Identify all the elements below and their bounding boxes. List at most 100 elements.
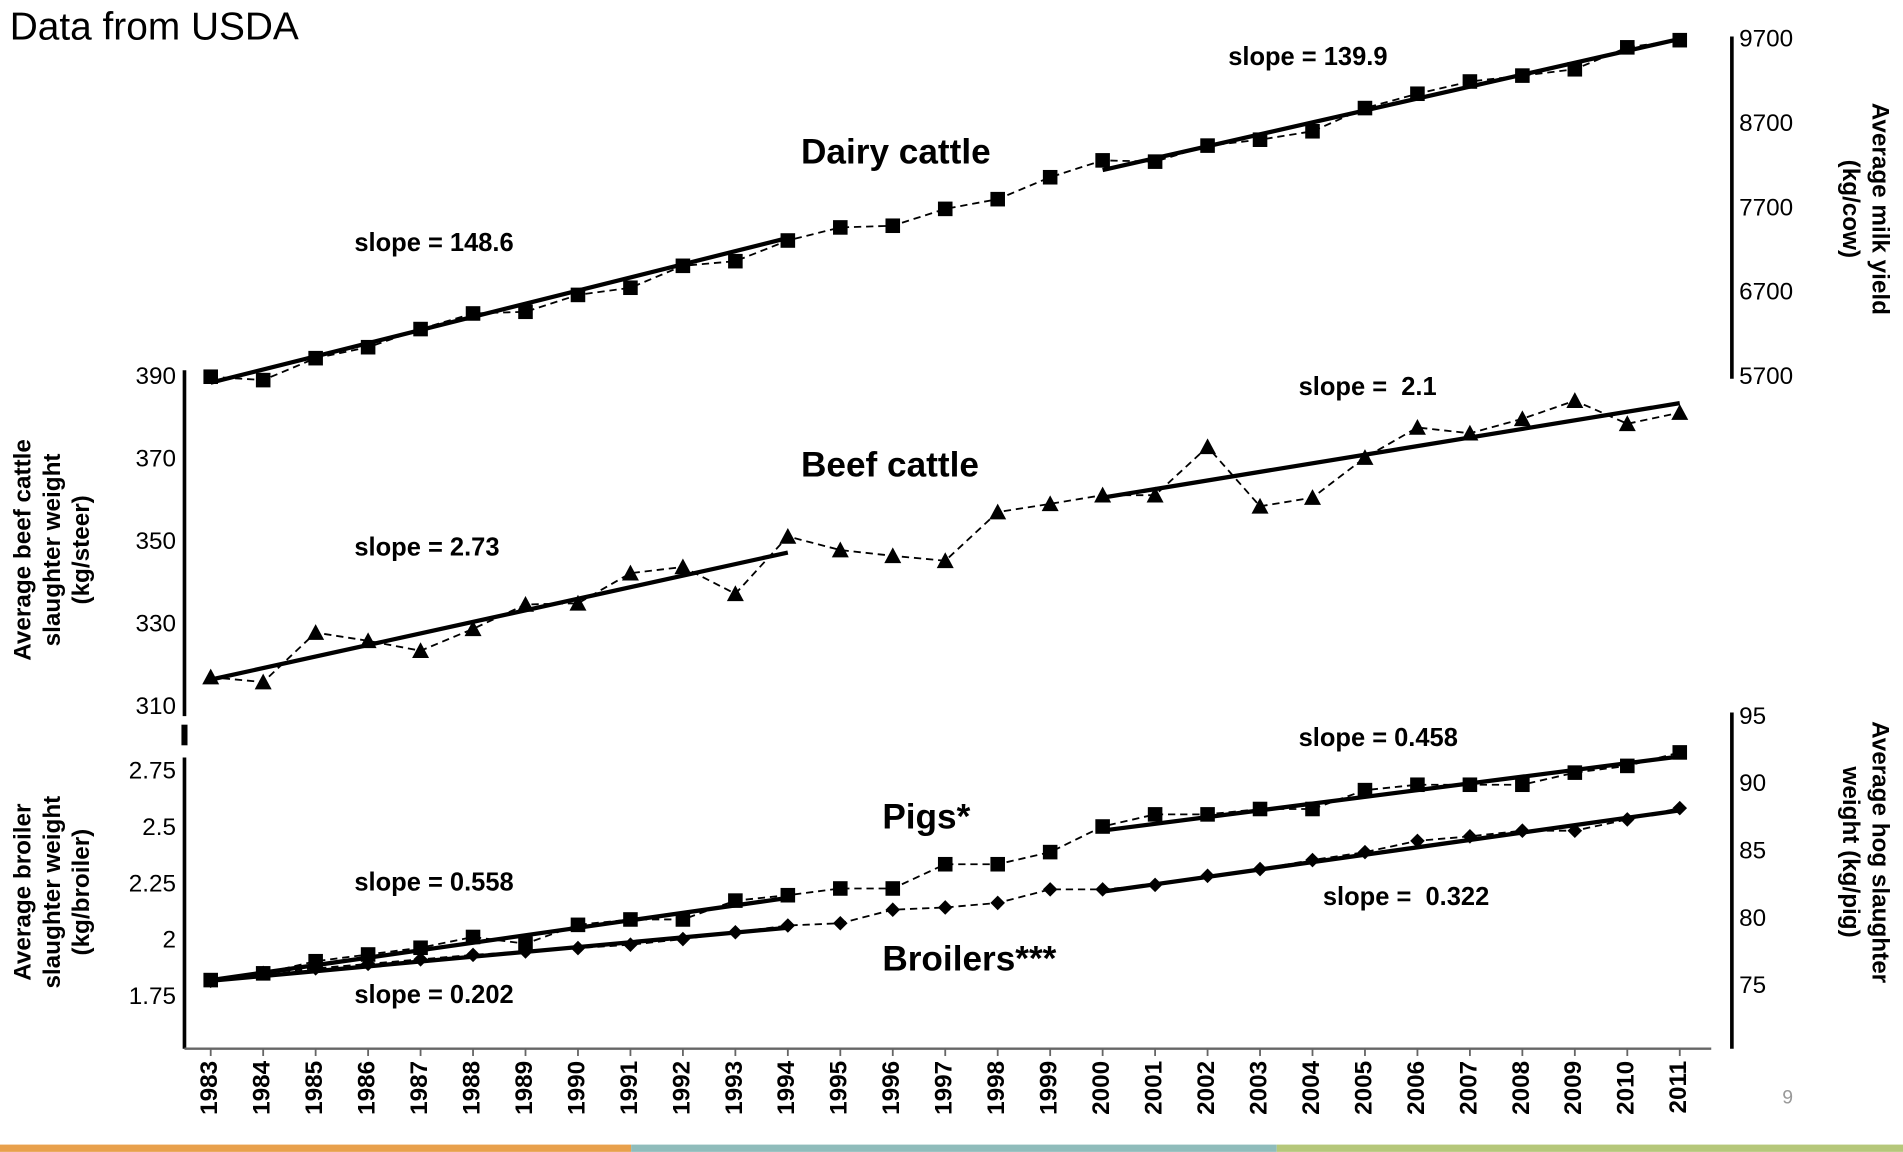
trend-line	[1102, 36, 1681, 173]
y-tick-label: 80	[1739, 905, 1766, 932]
y-tick-label: 9700	[1739, 26, 1793, 53]
y-tick-label: 2.25	[129, 870, 176, 897]
trend-line	[210, 925, 789, 983]
marker	[833, 915, 848, 931]
marker	[779, 527, 797, 544]
marker	[1618, 415, 1636, 432]
slope-label: slope = 0.322	[1323, 883, 1489, 911]
chart-3: 1.75 2 2.25 2.5 2.75 Average broiler slaughter…	[10, 757, 1688, 1010]
marker	[831, 541, 849, 558]
x-tick-label: 1984	[249, 1060, 276, 1114]
marker	[885, 218, 901, 234]
marker	[569, 594, 587, 611]
x-tick-label: 1994	[773, 1060, 800, 1114]
y-tick-label: 310	[135, 693, 176, 720]
y-axis-label: weight (kg/pig)	[1837, 766, 1864, 938]
y-tick-label: 7700	[1739, 194, 1793, 221]
marker	[1513, 410, 1531, 427]
page-number: 9	[1782, 1087, 1793, 1109]
marker	[937, 856, 953, 872]
marker	[726, 585, 744, 602]
y-axis-label: slaughter weight	[39, 796, 66, 989]
marker	[990, 191, 1005, 207]
y-axis-label: (kg/cow)	[1837, 160, 1864, 258]
marker	[518, 936, 533, 951]
marker	[1146, 486, 1164, 503]
marker	[1356, 449, 1374, 465]
x-tick-label: 2008	[1508, 1061, 1535, 1115]
x-tick-label: 1993	[721, 1061, 748, 1115]
marker	[833, 881, 848, 896]
y-tick-label: 1.75	[129, 983, 176, 1010]
y-tick-label: 75	[1739, 972, 1766, 999]
series-label: Dairy cattle	[801, 133, 991, 172]
series-label: Beef cattle	[801, 446, 979, 485]
marker	[674, 558, 692, 575]
y-tick-label: 95	[1739, 703, 1766, 730]
x-tick-label: 1983	[196, 1061, 223, 1115]
chart-1: 310 330 350 370 390 Average beef cattle slaugh…	[10, 363, 1689, 720]
footer-green	[1276, 1144, 1903, 1152]
y-tick-label: 6700	[1739, 279, 1793, 306]
footer-teal	[631, 1144, 1277, 1152]
marker	[1042, 882, 1058, 897]
marker	[885, 881, 901, 896]
y-axis-label: Average broiler	[10, 803, 37, 981]
x-tick-label: 1992	[668, 1061, 695, 1115]
axis-lines	[181, 36, 1734, 1050]
x-tick-label: 2007	[1455, 1061, 1482, 1115]
slope-label: slope = 0.202	[354, 981, 513, 1009]
slope-label: slope = 2.1	[1299, 373, 1437, 401]
slope-label: slope = 148.6	[354, 229, 513, 257]
trend-line	[1102, 808, 1681, 894]
y-tick-label: 85	[1739, 838, 1766, 865]
x-tick-label: 2010	[1613, 1061, 1640, 1115]
marker	[254, 673, 272, 690]
marker	[1095, 153, 1110, 168]
marker	[937, 900, 953, 915]
x-tick-label: 1987	[406, 1061, 433, 1115]
data-line	[210, 751, 1680, 981]
footer-orange	[0, 1144, 632, 1152]
marker	[885, 902, 901, 917]
y-tick-label: 2.75	[129, 757, 176, 784]
marker	[728, 253, 743, 269]
y-axis-label: slaughter weight	[39, 454, 66, 647]
x-tick-label: 1997	[931, 1061, 958, 1115]
marker	[936, 552, 954, 569]
marker	[623, 280, 638, 296]
marker	[412, 642, 430, 659]
x-tick-label: 2011	[1665, 1061, 1692, 1114]
x-tick-label: 2009	[1560, 1061, 1587, 1115]
y-tick-label: 370	[135, 446, 176, 473]
trend-line	[1102, 401, 1681, 500]
y-tick-label: 330	[135, 611, 176, 638]
x-tick-label: 1988	[458, 1061, 485, 1115]
marker	[1410, 833, 1425, 849]
x-tick-label: 1998	[983, 1061, 1010, 1115]
x-tick-label: 1999	[1036, 1061, 1063, 1115]
footer-bar	[0, 1144, 1903, 1152]
y-axis-label: Average hog slaughter	[1866, 721, 1893, 984]
marker	[833, 220, 848, 235]
slope-label: slope = 2.73	[354, 533, 499, 561]
slope-label: slope = 0.558	[354, 868, 513, 896]
x-tick-label: 1986	[354, 1061, 381, 1115]
trend-line	[210, 235, 789, 385]
trend-line	[210, 550, 789, 682]
marker	[1304, 489, 1321, 505]
x-tick-label: 1985	[301, 1061, 328, 1115]
y-axis-label: (kg/broiler)	[68, 829, 95, 956]
marker	[1251, 497, 1269, 514]
marker	[1147, 807, 1163, 822]
marker	[621, 564, 639, 581]
marker	[1305, 123, 1320, 139]
series-label: Pigs*	[882, 798, 970, 837]
y-tick-label: 8700	[1739, 110, 1793, 137]
marker	[990, 856, 1005, 872]
slope-label: slope = 139.9	[1228, 43, 1387, 71]
y-axis-label: Average beef cattle	[10, 439, 37, 661]
y-tick-label: 2	[162, 927, 176, 954]
x-tick-label: 1991	[616, 1061, 643, 1115]
